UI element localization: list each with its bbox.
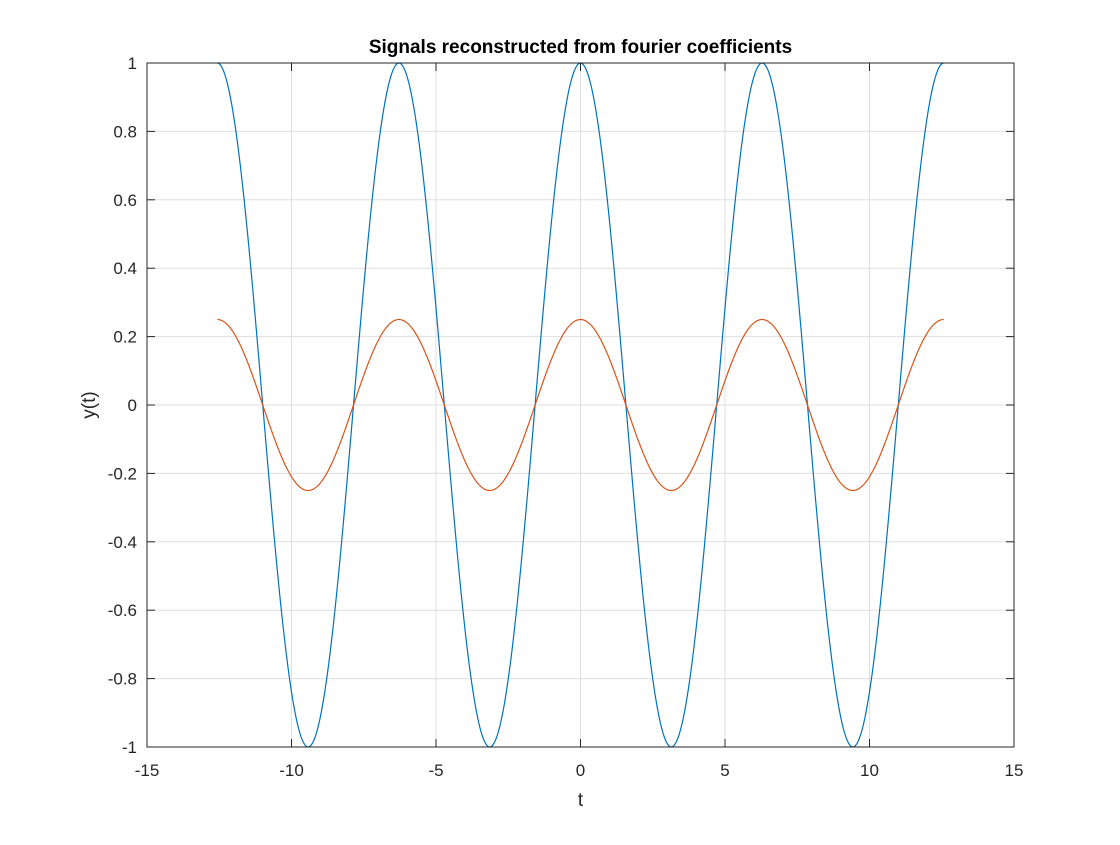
y-tick-label: -1 [122, 738, 137, 757]
series-line-2 [217, 318, 944, 492]
y-tick-label: -0.4 [108, 533, 137, 552]
x-tick-label: 5 [720, 761, 729, 780]
y-axis-label: y(t) [79, 391, 100, 418]
y-tick-label: 0.4 [113, 259, 137, 278]
y-tick-label: -0.8 [108, 670, 137, 689]
x-axis-label: t [578, 790, 584, 811]
x-tick-label: 10 [860, 761, 879, 780]
y-tick-label: 0 [128, 396, 137, 415]
y-tick-labels: -1 -0.8 -0.6 -0.4 -0.2 0 0.2 0.4 0.6 0.8 1 [108, 54, 137, 757]
x-tick-label: -15 [135, 761, 160, 780]
y-tick-label: 0.8 [113, 122, 137, 141]
y-tick-label: 0.2 [113, 328, 137, 347]
x-tick-label: 0 [576, 761, 585, 780]
axis-ticks [146, 62, 1015, 748]
x-tick-labels: -15 -10 -5 0 5 10 15 [135, 761, 1024, 780]
x-tick-label: -10 [279, 761, 304, 780]
y-tick-label: -0.2 [108, 464, 137, 483]
y-tick-label: 1 [128, 54, 137, 73]
x-tick-label: -5 [428, 761, 443, 780]
x-tick-label: 15 [1005, 761, 1024, 780]
y-tick-label: 0.6 [113, 191, 137, 210]
y-tick-label: -0.6 [108, 601, 137, 620]
chart-title: Signals reconstructed from fourier coeff… [369, 37, 792, 58]
